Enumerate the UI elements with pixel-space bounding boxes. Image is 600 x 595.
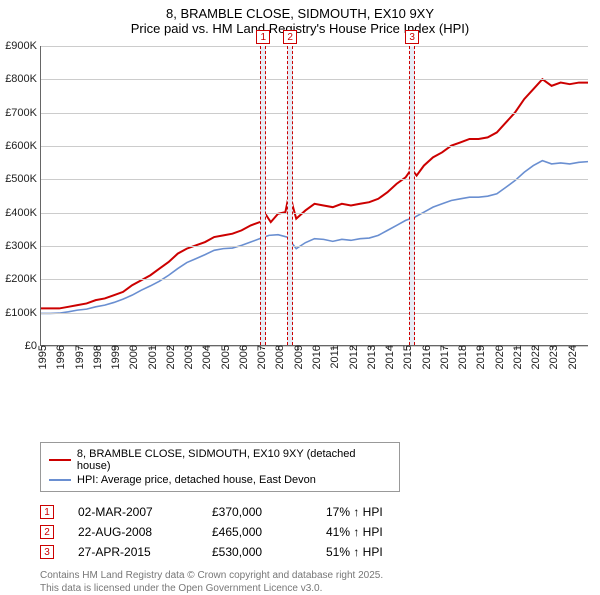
sales-table: 1 02-MAR-2007 £370,000 17% ↑ HPI 2 22-AUG-200… [40,502,600,562]
sale-row: 1 02-MAR-2007 £370,000 17% ↑ HPI [40,502,600,522]
legend: 8, BRAMBLE CLOSE, SIDMOUTH, EX10 9XY (de… [40,442,400,492]
sale-row-price: £530,000 [212,545,302,559]
y-tick-label: £800K [5,73,37,85]
sale-row-pct: 17% ↑ HPI [326,505,436,519]
y-tick-label: £900K [5,40,37,52]
sale-row: 3 27-APR-2015 £530,000 51% ↑ HPI [40,542,600,562]
legend-item: 8, BRAMBLE CLOSE, SIDMOUTH, EX10 9XY (de… [49,447,391,473]
grid-line [41,146,588,147]
sale-marker-band [260,46,266,345]
legend-item: HPI: Average price, detached house, East… [49,473,391,487]
x-tick-label: 2009 [289,345,305,369]
grid-line [41,179,588,180]
series-hpi [41,161,588,314]
x-tick-label: 1998 [88,345,104,369]
y-tick-label: £400K [5,207,37,219]
chart-lines-svg [41,46,588,345]
y-tick-label: £600K [5,140,37,152]
y-tick-label: £300K [5,240,37,252]
sale-marker-band [409,46,415,345]
sale-row-pct: 41% ↑ HPI [326,525,436,539]
x-tick-label: 2001 [143,345,159,369]
x-tick-label: 2017 [435,345,451,369]
sale-row-flag: 1 [40,505,54,519]
sale-row-pct: 51% ↑ HPI [326,545,436,559]
attribution-line1: Contains HM Land Registry data © Crown c… [40,570,600,583]
y-tick-label: £100K [5,307,37,319]
sale-row-flag: 2 [40,525,54,539]
x-tick-label: 2020 [490,345,506,369]
x-tick-label: 2000 [124,345,140,369]
sale-row-price: £465,000 [212,525,302,539]
x-tick-label: 2006 [234,345,250,369]
sale-row-date: 22-AUG-2008 [78,525,188,539]
sale-row-flag: 3 [40,545,54,559]
x-tick-label: 2007 [252,345,268,369]
attribution: Contains HM Land Registry data © Crown c… [40,570,600,595]
grid-line [41,313,588,314]
sale-row: 2 22-AUG-2008 £465,000 41% ↑ HPI [40,522,600,542]
grid-line [41,113,588,114]
x-tick-label: 2024 [563,345,579,369]
sale-marker-flag: 1 [256,30,270,44]
sale-marker-band [287,46,293,345]
x-tick-label: 1999 [106,345,122,369]
grid-line [41,79,588,80]
title-line1: 8, BRAMBLE CLOSE, SIDMOUTH, EX10 9XY [0,6,600,21]
sale-row-price: £370,000 [212,505,302,519]
x-tick-label: 2012 [344,345,360,369]
x-tick-label: 2021 [508,345,524,369]
x-tick-label: 1995 [33,345,49,369]
y-tick-label: £500K [5,173,37,185]
x-tick-label: 2014 [380,345,396,369]
x-tick-label: 2002 [161,345,177,369]
x-tick-label: 2005 [216,345,232,369]
x-tick-label: 1996 [51,345,67,369]
grid-line [41,279,588,280]
x-tick-label: 1997 [70,345,86,369]
y-tick-label: £700K [5,107,37,119]
legend-swatch [49,479,71,481]
sale-row-date: 27-APR-2015 [78,545,188,559]
sale-marker-flag: 2 [283,30,297,44]
x-tick-label: 2004 [197,345,213,369]
x-tick-label: 2015 [398,345,414,369]
x-tick-label: 2023 [544,345,560,369]
x-tick-label: 2010 [307,345,323,369]
legend-label: 8, BRAMBLE CLOSE, SIDMOUTH, EX10 9XY (de… [77,448,391,472]
x-tick-label: 2008 [270,345,286,369]
grid-line [41,46,588,47]
x-tick-label: 2011 [325,345,341,369]
grid-line [41,246,588,247]
legend-label: HPI: Average price, detached house, East… [77,474,316,486]
attribution-line2: This data is licensed under the Open Gov… [40,583,600,595]
grid-line [41,213,588,214]
chart: £0£100K£200K£300K£400K£500K£600K£700K£80… [0,38,600,398]
legend-swatch [49,459,71,461]
x-tick-label: 2018 [453,345,469,369]
x-tick-label: 2016 [417,345,433,369]
x-tick-label: 2013 [362,345,378,369]
sale-marker-flag: 3 [405,30,419,44]
x-tick-label: 2022 [526,345,542,369]
y-tick-label: £200K [5,273,37,285]
sale-row-date: 02-MAR-2007 [78,505,188,519]
x-tick-label: 2003 [179,345,195,369]
plot-area: £0£100K£200K£300K£400K£500K£600K£700K£80… [40,46,588,346]
title-line2: Price paid vs. HM Land Registry's House … [0,21,600,36]
chart-title-block: 8, BRAMBLE CLOSE, SIDMOUTH, EX10 9XY Pri… [0,0,600,38]
x-tick-label: 2019 [471,345,487,369]
